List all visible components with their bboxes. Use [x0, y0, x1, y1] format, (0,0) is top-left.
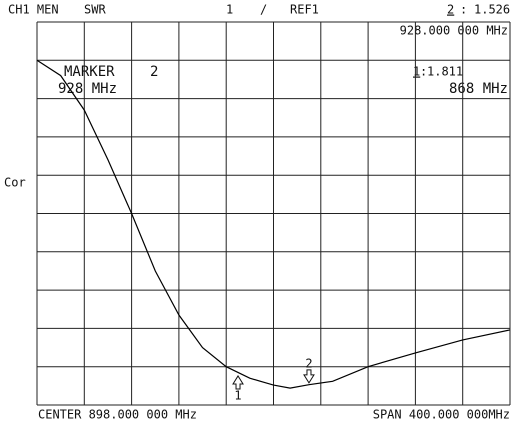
marker-title: MARKER	[64, 64, 115, 80]
channel: CH1 MEN	[8, 3, 59, 17]
active-freq: 928.000 000 MHz	[400, 24, 508, 38]
ref-value: 1.811	[427, 65, 463, 79]
span: SPAN 400.000 000MHz	[373, 408, 510, 422]
marker-number: 2	[150, 64, 158, 80]
active-value: 1.526	[474, 3, 510, 17]
ref-sep: :	[420, 65, 427, 79]
reference: REF1	[290, 3, 319, 17]
marker-symbol	[232, 374, 244, 390]
readout-sep: :	[460, 3, 467, 17]
scale-sep: /	[260, 3, 267, 17]
marker-freq: 928 MHz	[58, 81, 117, 97]
trace	[36, 59, 511, 389]
marker-label: 1	[234, 388, 241, 402]
ref-marker: 1	[413, 65, 420, 79]
scale: 1	[226, 3, 233, 17]
center-freq: CENTER 898.000 000 MHz	[38, 408, 197, 422]
active-marker: 2	[447, 3, 454, 17]
marker-symbol	[303, 369, 315, 384]
ref-freq: 868 MHz	[449, 81, 508, 97]
marker-label: 2	[305, 356, 312, 370]
format: SWR	[84, 3, 106, 17]
side-label: Cor	[4, 176, 26, 190]
